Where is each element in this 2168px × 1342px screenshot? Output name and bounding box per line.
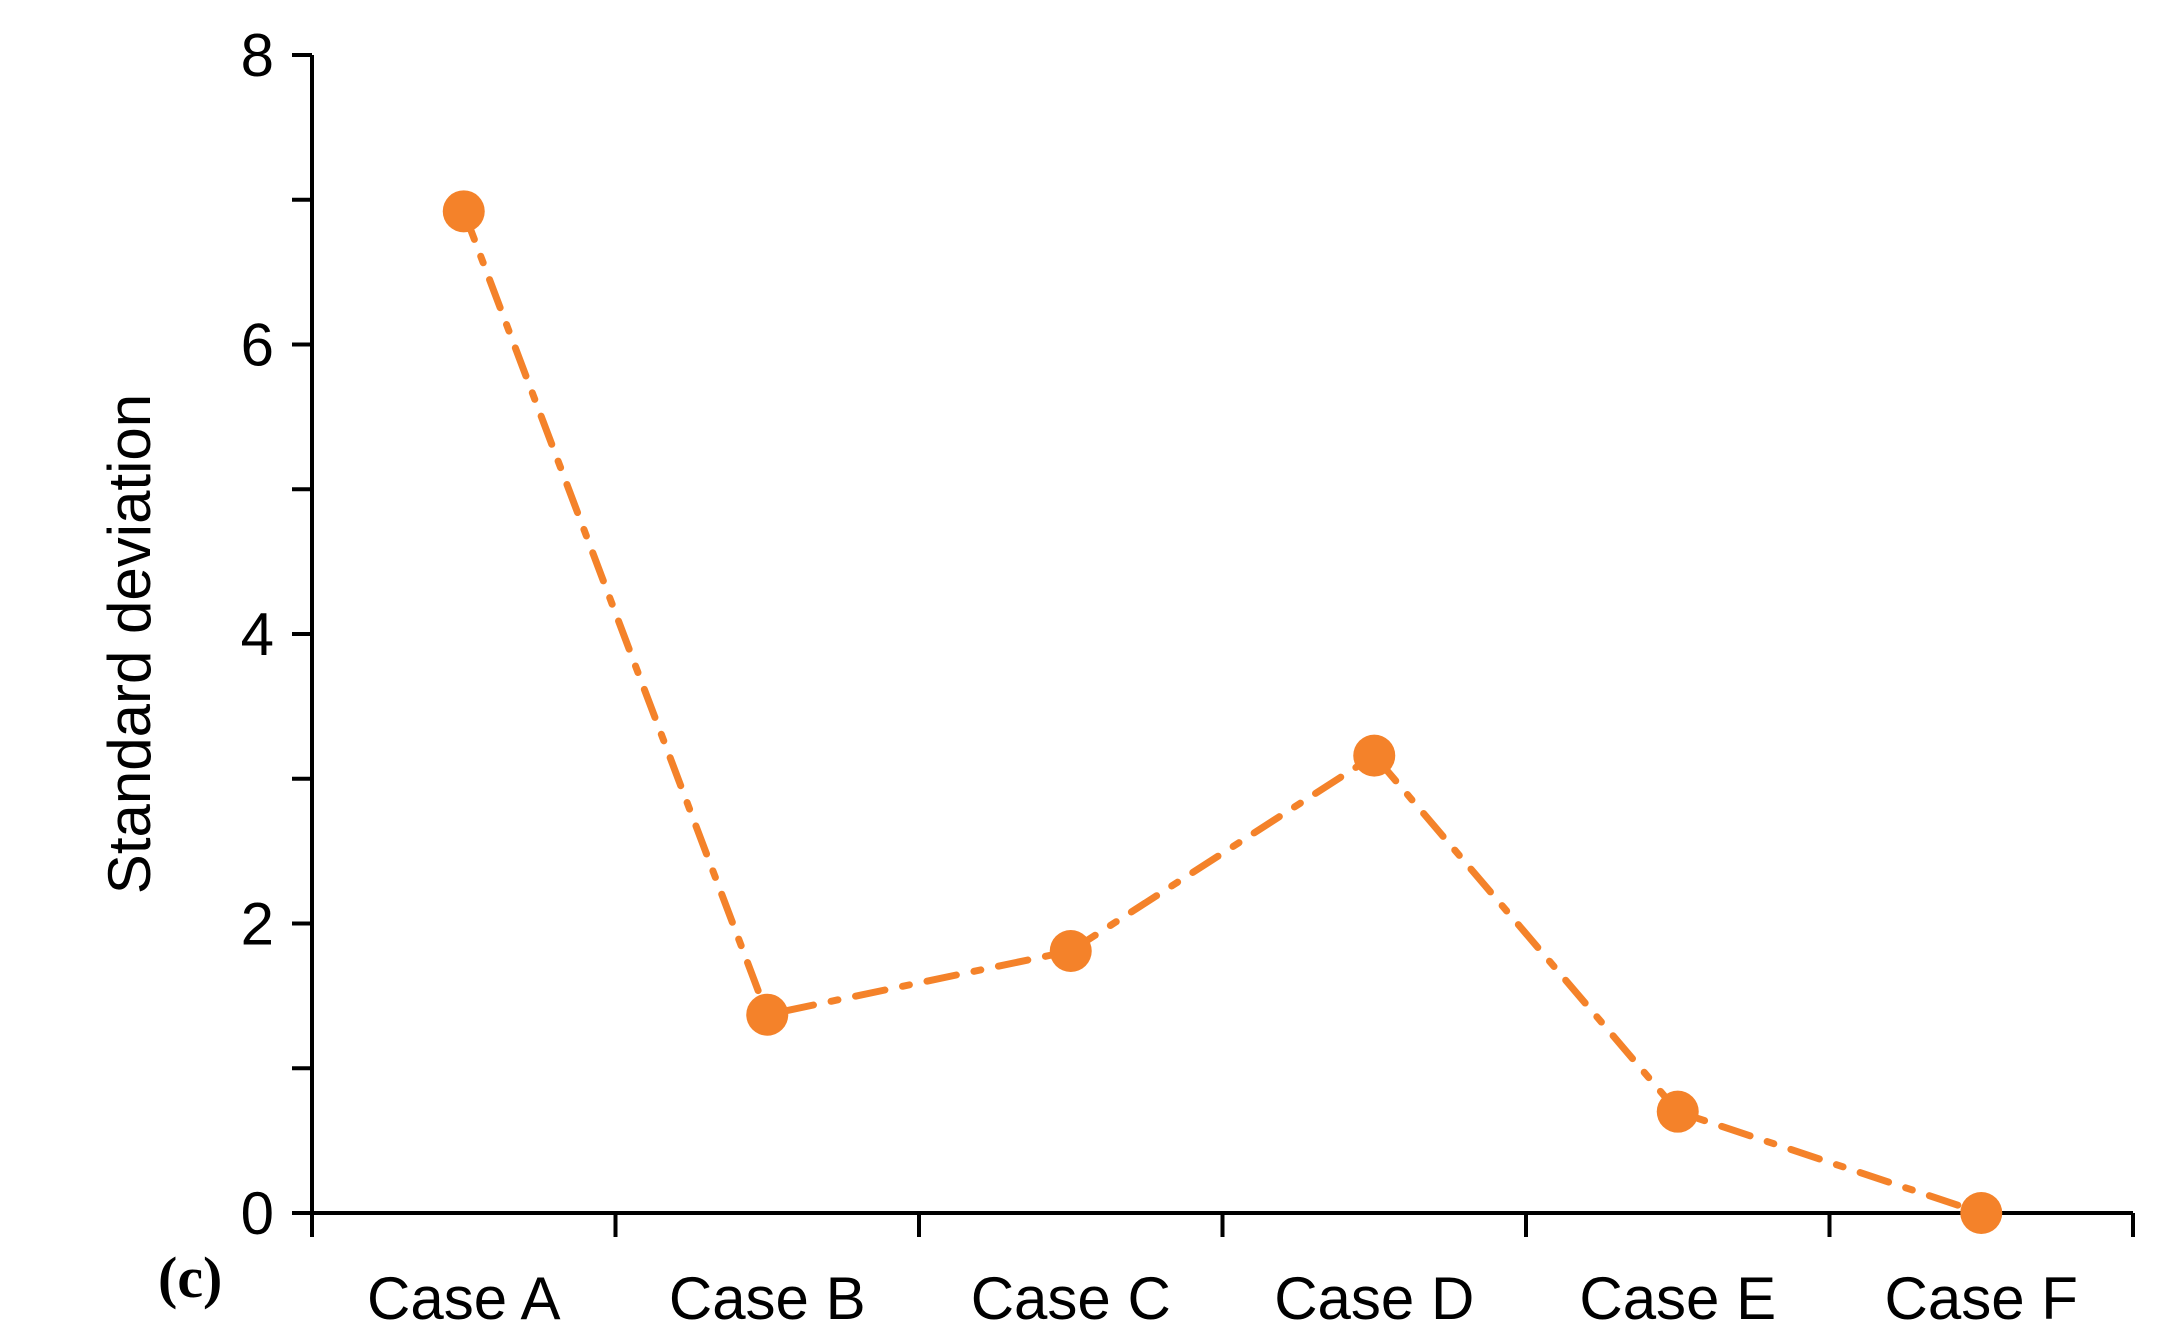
panel-label: (c) bbox=[158, 1245, 222, 1310]
y-tick-label: 6 bbox=[241, 312, 274, 379]
data-point bbox=[1960, 1192, 2003, 1234]
chart-series bbox=[442, 190, 2003, 1234]
x-tick-label: Case B bbox=[669, 1265, 866, 1332]
chart-labels: 0 2 4 6 8 Case A Case B Case C Case D Case E Case … bbox=[96, 22, 2078, 1332]
x-tick-label: Case A bbox=[367, 1265, 560, 1332]
x-tick-label: Case C bbox=[971, 1265, 1171, 1332]
x-tick-label: Case D bbox=[1274, 1265, 1474, 1332]
x-tick-label: Case E bbox=[1579, 1265, 1776, 1332]
data-point bbox=[1353, 734, 1396, 777]
y-tick-label: 2 bbox=[241, 891, 274, 958]
y-tick-label: 4 bbox=[241, 601, 274, 668]
x-tick-label: Case F bbox=[1885, 1265, 2078, 1332]
data-point bbox=[1049, 930, 1092, 973]
y-axis-title: Standard deviation bbox=[96, 394, 163, 894]
data-point bbox=[746, 993, 789, 1036]
chart-axes bbox=[292, 53, 2135, 1237]
y-tick-label: 0 bbox=[241, 1180, 274, 1247]
data-point bbox=[1656, 1090, 1699, 1133]
series-line bbox=[460, 207, 1985, 1217]
data-point bbox=[442, 190, 485, 233]
y-tick-label: 8 bbox=[241, 22, 274, 89]
